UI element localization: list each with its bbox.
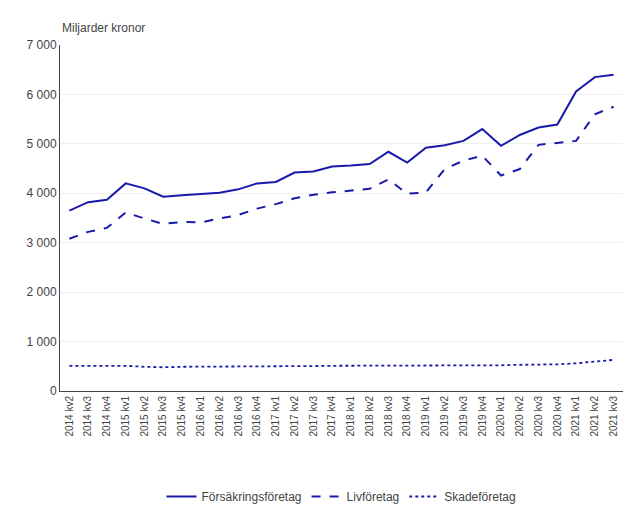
svg-text:2019 kv2: 2019 kv2 <box>439 396 450 437</box>
svg-text:2020 kv2: 2020 kv2 <box>514 396 525 437</box>
svg-text:2021 kv1: 2021 kv1 <box>570 396 581 437</box>
svg-text:2021 kv2: 2021 kv2 <box>589 396 600 437</box>
svg-text:2016 kv4: 2016 kv4 <box>251 396 262 437</box>
svg-text:2015 kv3: 2015 kv3 <box>157 396 168 437</box>
svg-text:2017 kv4: 2017 kv4 <box>326 396 337 437</box>
svg-text:2 000: 2 000 <box>27 285 57 299</box>
svg-text:2018 kv3: 2018 kv3 <box>383 396 394 437</box>
svg-text:5 000: 5 000 <box>27 137 57 151</box>
svg-text:2015 kv1: 2015 kv1 <box>120 396 131 437</box>
svg-text:1 000: 1 000 <box>27 335 57 349</box>
svg-text:3 000: 3 000 <box>27 236 57 250</box>
svg-text:2019 kv3: 2019 kv3 <box>458 396 469 437</box>
svg-text:2017 kv3: 2017 kv3 <box>308 396 319 437</box>
svg-text:Miljarder kronor: Miljarder kronor <box>62 21 145 35</box>
svg-text:2018 kv4: 2018 kv4 <box>401 396 412 437</box>
svg-text:2016 kv1: 2016 kv1 <box>195 396 206 437</box>
svg-text:6 000: 6 000 <box>27 88 57 102</box>
svg-text:2017 kv2: 2017 kv2 <box>289 396 300 437</box>
svg-text:Skadeföretag: Skadeföretag <box>444 490 515 504</box>
svg-text:2014 kv3: 2014 kv3 <box>82 396 93 437</box>
svg-text:2021 kv3: 2021 kv3 <box>608 396 619 437</box>
svg-text:2020 kv1: 2020 kv1 <box>495 396 506 437</box>
svg-text:2019 kv1: 2019 kv1 <box>420 396 431 437</box>
svg-text:2018 kv2: 2018 kv2 <box>364 396 375 437</box>
svg-text:7 000: 7 000 <box>27 38 57 52</box>
svg-text:0: 0 <box>50 384 57 398</box>
svg-text:2020 kv3: 2020 kv3 <box>533 396 544 437</box>
svg-text:2016 kv3: 2016 kv3 <box>233 396 244 437</box>
svg-text:2016 kv2: 2016 kv2 <box>214 396 225 437</box>
svg-text:2020 kv4: 2020 kv4 <box>552 396 563 437</box>
svg-text:2014 kv4: 2014 kv4 <box>101 396 112 437</box>
svg-text:2019 kv4: 2019 kv4 <box>477 396 488 437</box>
svg-text:2017 kv1: 2017 kv1 <box>270 396 281 437</box>
svg-text:2018 kv1: 2018 kv1 <box>345 396 356 437</box>
svg-text:2014 kv2: 2014 kv2 <box>64 396 75 437</box>
svg-text:2015 kv2: 2015 kv2 <box>139 396 150 437</box>
svg-text:Försäkringsföretag: Försäkringsföretag <box>202 490 302 504</box>
svg-text:4 000: 4 000 <box>27 186 57 200</box>
svg-text:Livföretag: Livföretag <box>347 490 400 504</box>
svg-text:2015 kv4: 2015 kv4 <box>176 396 187 437</box>
